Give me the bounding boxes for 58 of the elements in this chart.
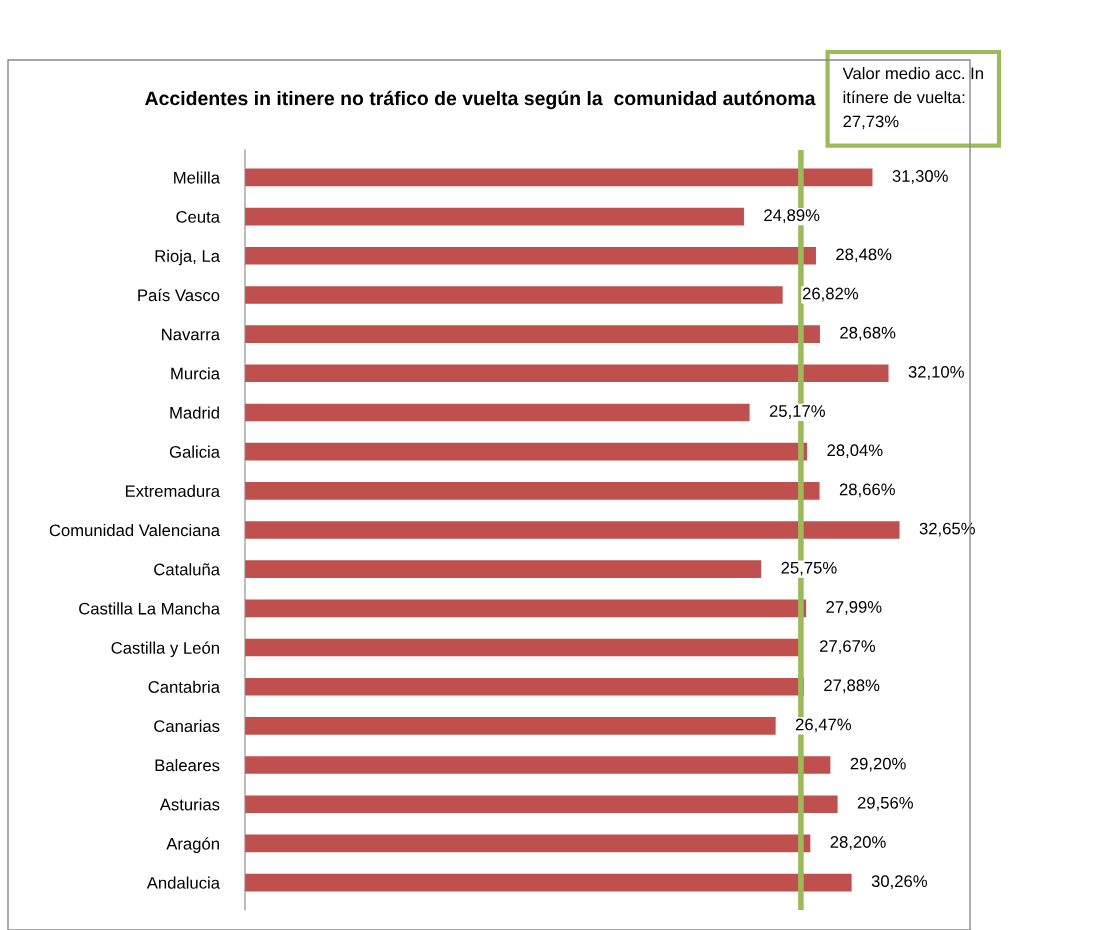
data-label: 25,17% — [769, 405, 825, 419]
bar — [245, 325, 820, 343]
data-label: 24,89% — [764, 209, 820, 224]
chart-title: Accidentes in itinere no tráfico de vuelta según la comunidad autónoma — [145, 90, 816, 110]
bar — [245, 403, 750, 422]
bar — [245, 599, 807, 618]
bar — [245, 560, 762, 578]
y-tick-label: Castilla y León — [111, 641, 219, 658]
data-label: 28,04% — [827, 444, 883, 459]
y-tick-label: Murcia — [171, 367, 220, 380]
data-label: 25,75% — [781, 561, 837, 576]
bar — [245, 873, 852, 892]
bar — [245, 207, 744, 226]
y-tick-label: Extremadura — [125, 484, 221, 498]
y-tick-label: Cantabria — [148, 680, 220, 693]
y-tick-label: Andalucia — [146, 876, 220, 889]
data-label: 29,20% — [850, 757, 906, 772]
y-tick-label: Galicia — [169, 445, 220, 458]
bar — [245, 834, 811, 853]
data-label: 32,65% — [919, 522, 975, 537]
data-label: 28,68% — [840, 326, 896, 341]
y-tick-label: Asturias — [159, 798, 220, 811]
data-label: 28,20% — [830, 836, 886, 850]
y-tick-label: Madrid — [170, 406, 219, 419]
data-label: 28,48% — [836, 248, 892, 263]
y-tick-label: Ceuta — [176, 211, 220, 223]
y-tick-label: Rioja, La — [155, 249, 220, 266]
bar — [245, 246, 816, 265]
y-tick-label: Castilla La Mancha — [79, 602, 221, 615]
data-label: 30,26% — [871, 875, 928, 890]
ref-line-label: Valor medio acc. In itínere de vuelta: 27,73% — [842, 67, 983, 130]
bar — [245, 717, 776, 735]
bar — [245, 364, 889, 383]
bar — [245, 168, 873, 187]
y-tick-label: Canarias — [154, 719, 220, 733]
data-label: 27,67% — [819, 640, 876, 654]
y-tick-label: País Vasco — [138, 288, 220, 302]
y-tick-label: Navarra — [162, 328, 220, 341]
data-label: 27,99% — [826, 601, 882, 615]
data-label: 26,82% — [802, 287, 859, 302]
bar — [245, 756, 831, 774]
bar — [245, 795, 838, 814]
data-label: 27,88% — [824, 679, 880, 694]
y-tick-label: Baleares — [155, 759, 220, 772]
data-label: 31,30% — [892, 170, 948, 184]
bar — [245, 638, 800, 657]
bar — [245, 286, 783, 304]
data-label: 29,56% — [857, 796, 913, 811]
bar — [245, 521, 900, 539]
y-tick-label: Comunidad Valenciana — [49, 523, 221, 537]
data-label: 26,47% — [795, 718, 852, 733]
y-tick-label: Aragón — [166, 837, 219, 853]
bar — [245, 482, 820, 500]
bar — [245, 442, 808, 461]
y-tick-label: Melilla — [174, 171, 220, 184]
data-label: 28,66% — [839, 483, 895, 498]
data-label: 32,10% — [908, 365, 964, 380]
y-tick-label: Cataluña — [154, 563, 220, 576]
